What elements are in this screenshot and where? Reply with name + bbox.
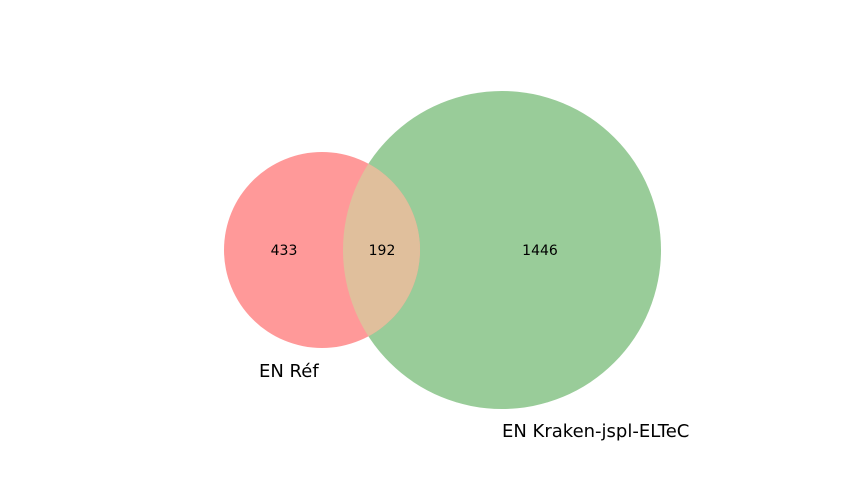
left-only-count: 433 (271, 243, 298, 259)
right-only-count: 1446 (522, 243, 558, 259)
set-label-ref: EN Réf (259, 361, 319, 382)
set-circle-kraken (343, 91, 661, 409)
set-label-kraken: EN Kraken-jspl-ELTeC (502, 421, 689, 442)
intersection-count: 192 (369, 243, 396, 259)
